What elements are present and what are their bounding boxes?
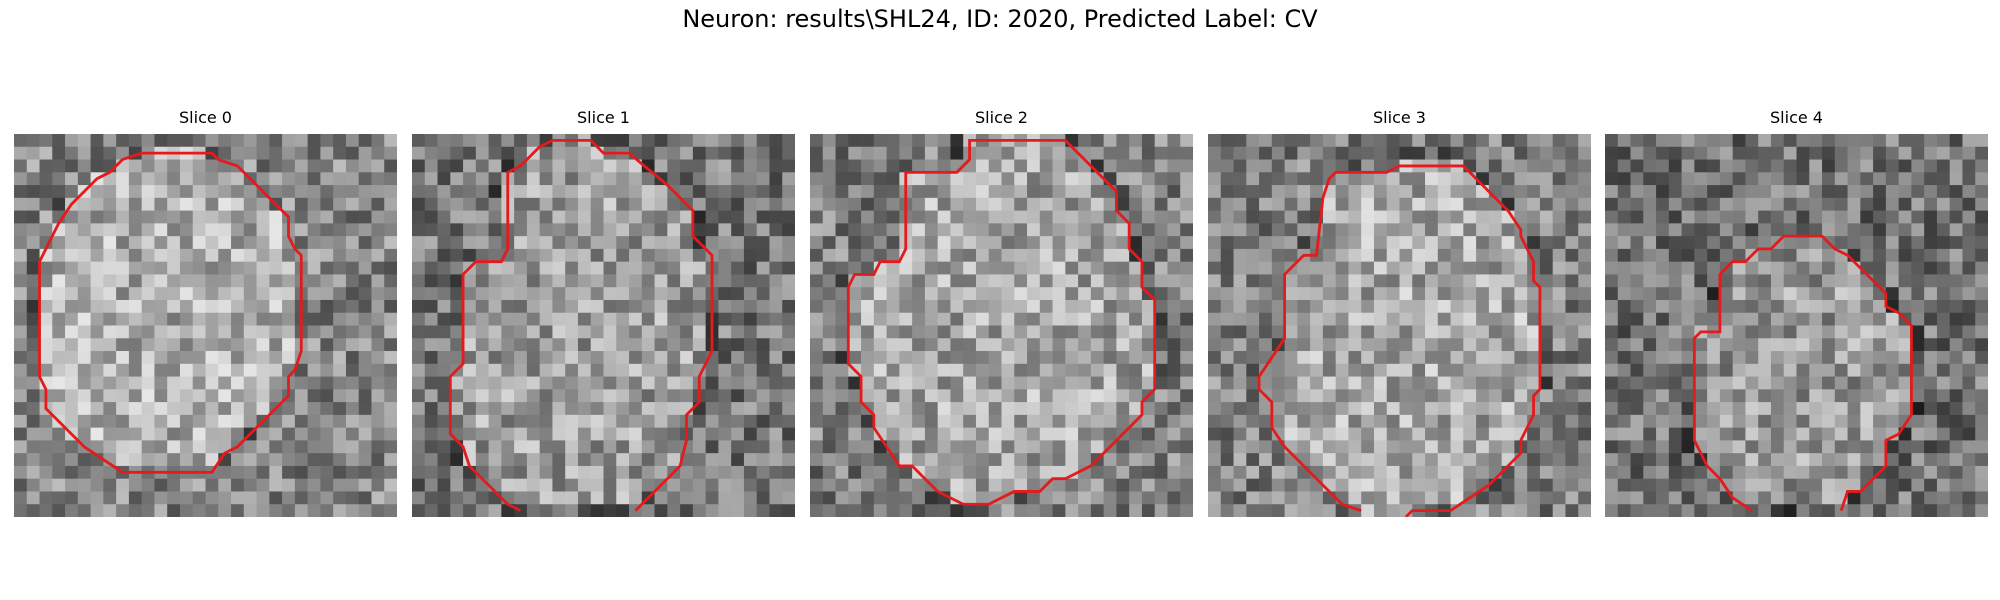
slice-title: Slice 2 [975,108,1028,127]
panel-slice-1: Slice 1 [412,107,795,517]
figure-title: Neuron: results\SHL24, ID: 2020, Predict… [682,5,1318,33]
slice-title: Slice 1 [577,108,630,127]
slice-title: Slice 3 [1373,108,1426,127]
panel-slice-4: Slice 4 [1605,107,1988,517]
panel-slice-2: Slice 2 [810,107,1193,517]
slice-image [1208,134,1591,517]
panel-slice-0: Slice 0 [14,107,397,517]
slice-image [810,134,1193,517]
pixel-grid [412,134,795,517]
slice-image [412,134,795,517]
pixel-grid [810,134,1193,517]
pixel-grid [1605,134,1988,517]
slice-title: Slice 4 [1770,108,1823,127]
segmentation-contour [38,151,303,474]
segmentation-contour [448,138,714,512]
segmentation-contour [846,138,1157,506]
slice-image [14,134,397,517]
slice-image [1605,134,1988,517]
slice-title: Slice 0 [179,108,232,127]
segmentation-contour [1692,234,1913,512]
pixel-grid [14,134,397,517]
segmentation-contour [1257,164,1542,517]
panel-slice-3: Slice 3 [1208,107,1591,517]
pixel-grid [1208,134,1591,517]
